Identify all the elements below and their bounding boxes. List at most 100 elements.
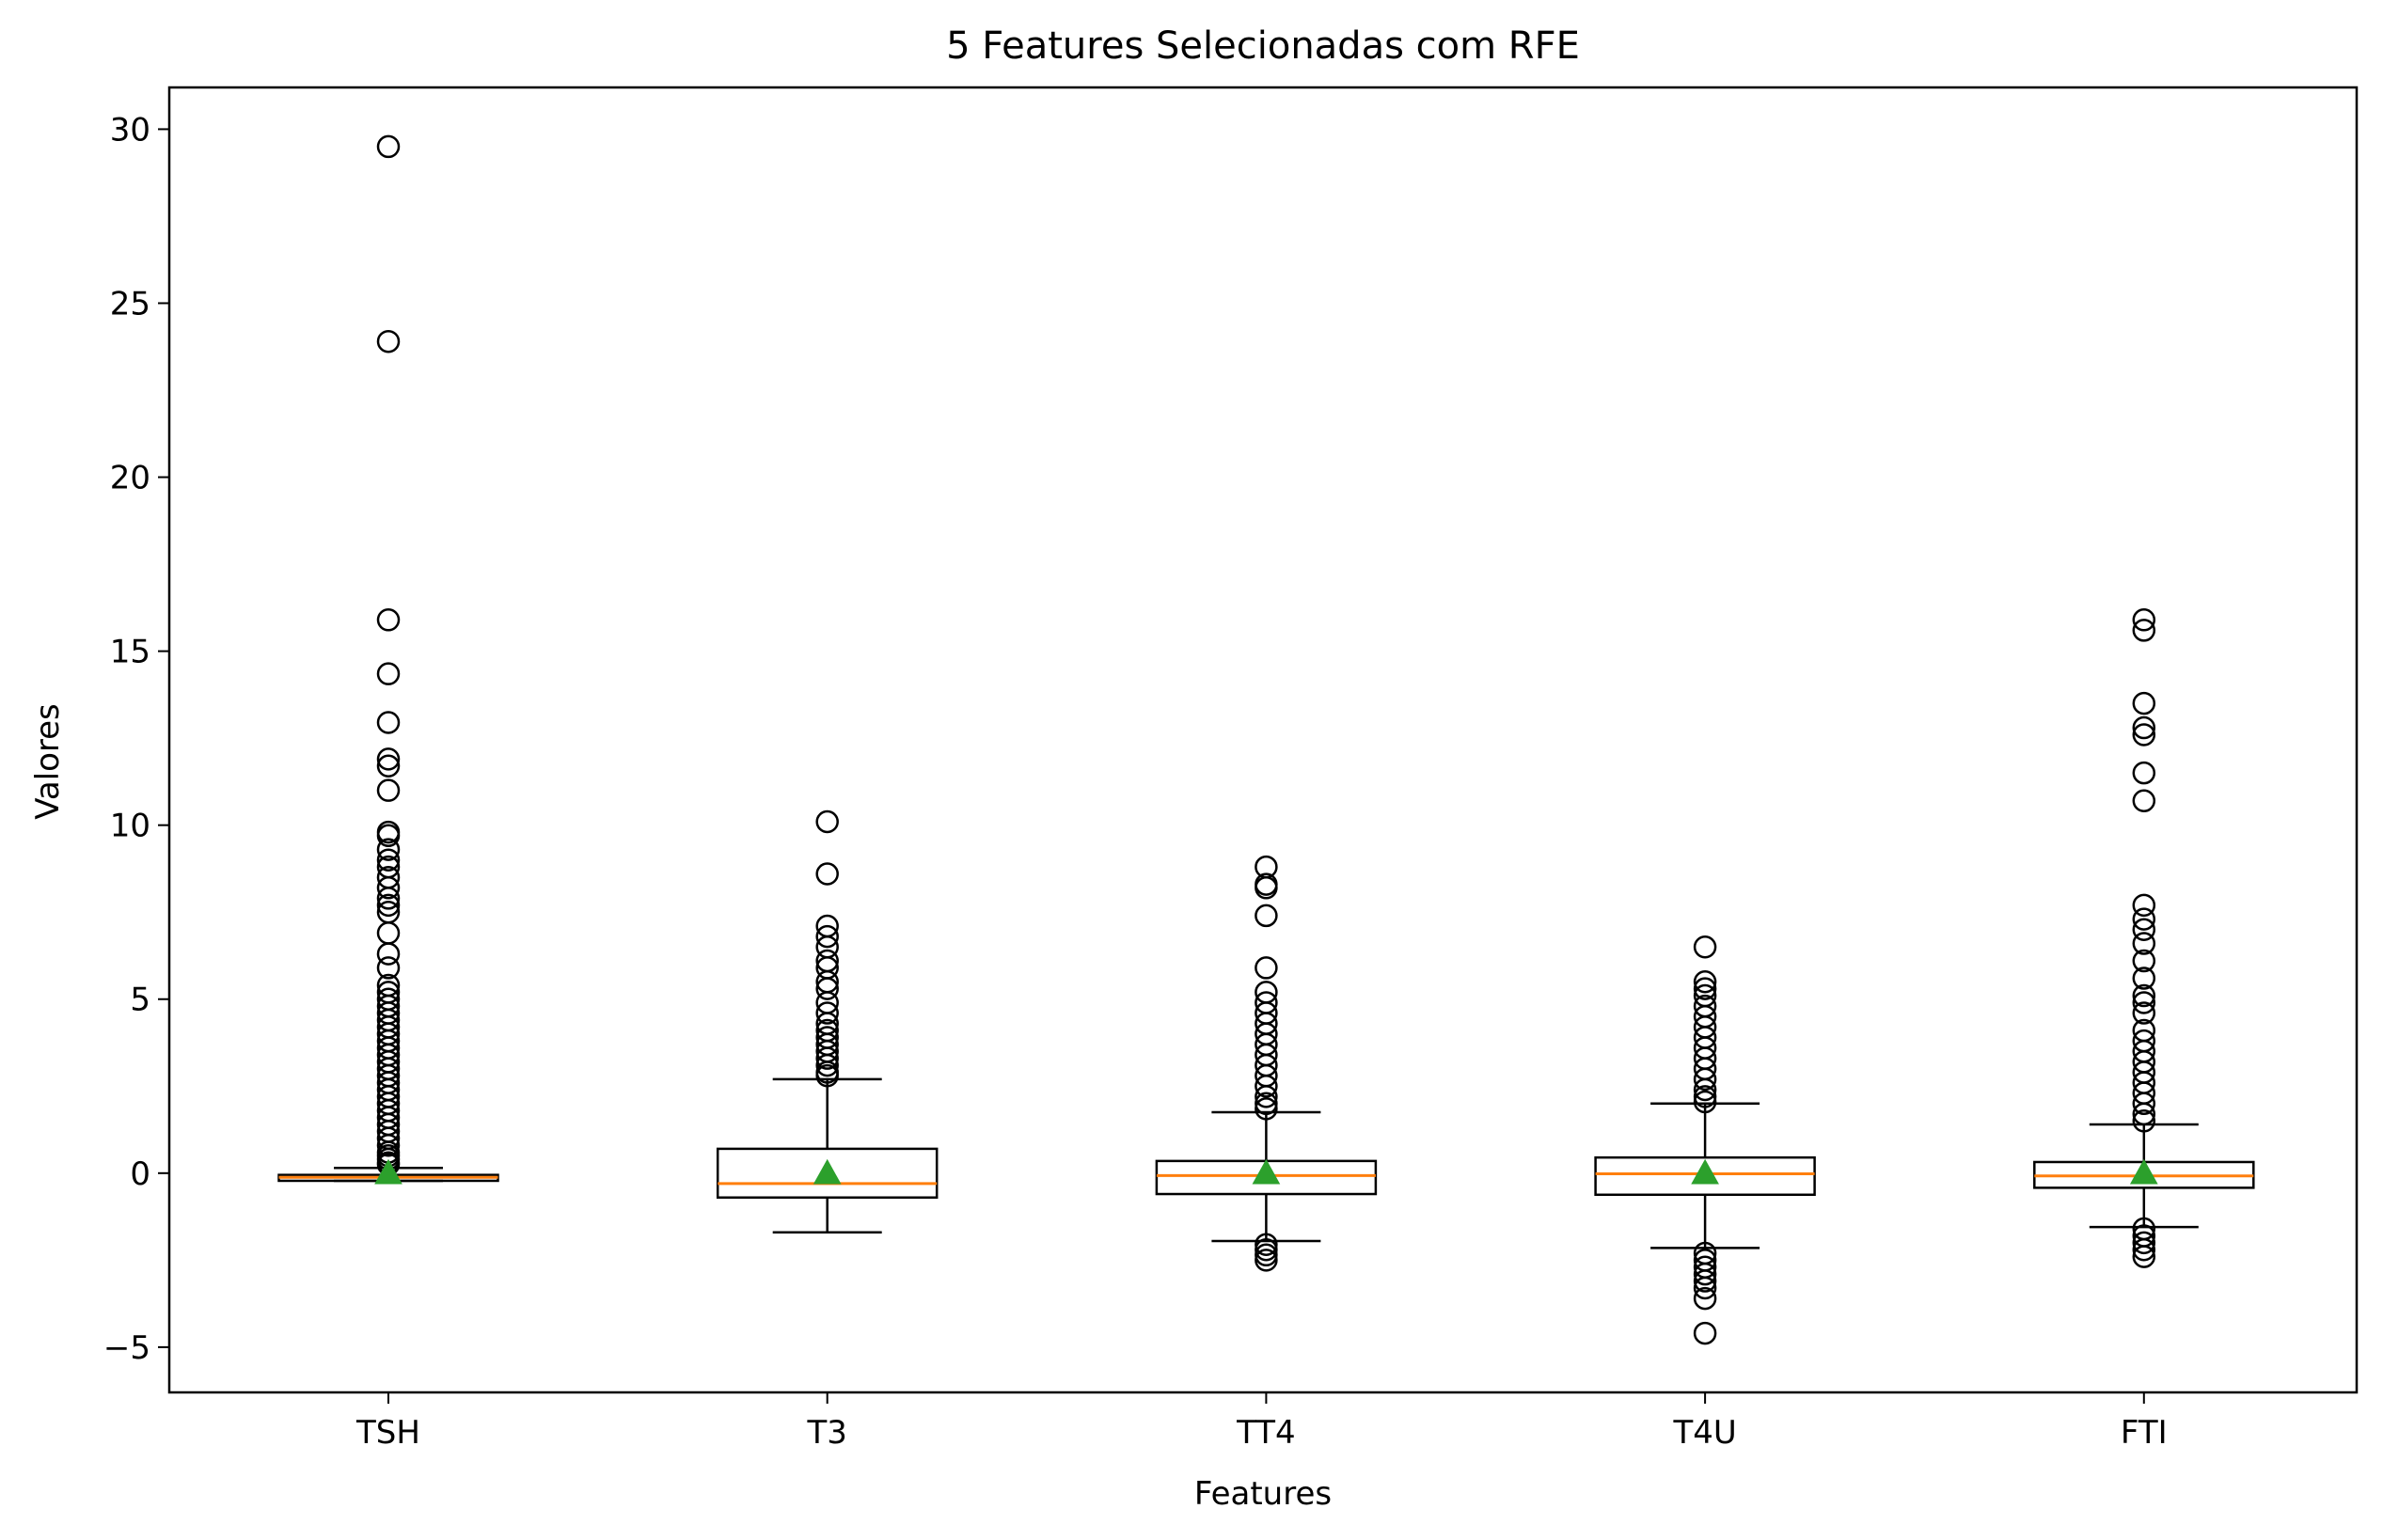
iqr-box: [716, 1147, 939, 1199]
outlier-point: [2132, 991, 2156, 1014]
mean-marker: [1691, 1158, 1719, 1185]
outlier-point: [376, 887, 401, 910]
outlier-point: [376, 893, 401, 918]
outlier-point: [2132, 723, 2156, 746]
y-tick-label: 20: [110, 460, 150, 497]
outlier-point: [2132, 918, 2156, 941]
iqr-box: [1594, 1155, 1816, 1197]
outlier-point: [2132, 983, 2156, 1008]
outlier-point: [2132, 715, 2156, 740]
outlier-point: [2132, 789, 2156, 813]
outlier-point: [2132, 1231, 2156, 1255]
chart-title: 5 Features Selecionadas com RFE: [946, 24, 1580, 68]
x-axis-label: Features: [1194, 1475, 1332, 1513]
outlier-point: [376, 608, 401, 632]
outlier-point: [2132, 949, 2156, 973]
y-tick-label: −5: [103, 1329, 150, 1367]
boxes: [277, 134, 2255, 1345]
outlier-point: [2132, 1102, 2156, 1126]
outlier-point: [376, 778, 401, 802]
y-tick-label: 15: [110, 634, 150, 671]
box-t3: [716, 809, 939, 1234]
x-tick-label: TT4: [1236, 1414, 1296, 1452]
outlier-point: [2132, 761, 2156, 785]
mean-marker: [374, 1158, 402, 1185]
box-tt4: [1155, 855, 1378, 1272]
outlier-point: [376, 876, 401, 900]
outlier-point: [2132, 907, 2156, 931]
y-tick-label: 0: [130, 1155, 150, 1193]
y-tick-label: 25: [110, 285, 150, 322]
y-tick-label: 5: [130, 982, 150, 1019]
outlier-point: [376, 824, 401, 848]
x-tick-label: TSH: [355, 1414, 420, 1452]
outlier-point: [1693, 1090, 1717, 1114]
outlier-point: [1693, 1262, 1717, 1286]
outlier-point: [2132, 691, 2156, 715]
outlier-point: [376, 1133, 401, 1157]
axis-ticks: −5 0 5 10 15 20 25 30 TSH T3 TT4 T4U FTI: [103, 111, 2168, 1452]
outlier-point: [376, 711, 401, 734]
outlier-point: [1693, 1286, 1717, 1311]
outlier-point: [376, 956, 401, 980]
outlier-point: [376, 838, 401, 861]
outlier-point: [1693, 935, 1717, 959]
box-tsh: [277, 134, 499, 1185]
outlier-point: [815, 977, 839, 1000]
outlier-point: [1693, 1077, 1717, 1102]
outlier-point: [2132, 1001, 2156, 1025]
outlier-point: [1255, 1075, 1278, 1098]
outlier-point: [1693, 1321, 1717, 1345]
outlier-point: [1255, 956, 1278, 980]
outlier-point: [1255, 1092, 1278, 1116]
outlier-point: [1255, 876, 1278, 900]
outlier-point: [1255, 1249, 1278, 1272]
outlier-point: [815, 1063, 839, 1088]
outlier-point: [2132, 619, 2156, 642]
y-axis-label: Valores: [29, 703, 67, 820]
outlier-point: [2132, 1109, 2156, 1133]
box-t4u: [1594, 935, 1816, 1345]
outlier-point: [2132, 1245, 2156, 1268]
outlier-point: [1255, 1233, 1278, 1256]
outlier-point: [1693, 1276, 1717, 1300]
outlier-point: [2132, 1237, 2156, 1262]
outlier-point: [376, 747, 401, 771]
y-tick-label: 30: [110, 111, 150, 149]
outlier-point: [1693, 1085, 1717, 1108]
outlier-point: [1255, 1097, 1278, 1121]
outlier-point: [815, 1046, 839, 1070]
outlier-point: [1255, 1243, 1278, 1267]
mean-marker: [1252, 1158, 1281, 1185]
x-tick-label: T3: [806, 1414, 846, 1452]
outlier-point: [1693, 969, 1717, 994]
box-fti: [2033, 608, 2255, 1268]
outlier-point: [2132, 1092, 2156, 1116]
outlier-point: [1255, 904, 1278, 928]
mean-marker: [813, 1158, 842, 1185]
x-tick-label: FTI: [2121, 1414, 2168, 1452]
outlier-point: [1255, 1237, 1278, 1262]
outlier-point: [376, 329, 401, 354]
mean-marker: [2129, 1158, 2158, 1185]
outlier-point: [376, 662, 401, 685]
outlier-point: [1693, 977, 1717, 1000]
outlier-point: [815, 1053, 839, 1077]
outlier-point: [2132, 893, 2156, 918]
outlier-point: [376, 134, 401, 159]
outlier-point: [815, 924, 839, 949]
outlier-point: [376, 848, 401, 872]
y-tick-label: 10: [110, 808, 150, 845]
outlier-point: [376, 754, 401, 778]
outlier-point: [2132, 608, 2156, 632]
x-tick-label: T4U: [1672, 1414, 1736, 1452]
outlier-point: [376, 942, 401, 966]
outlier-point: [2132, 966, 2156, 990]
outlier-point: [1255, 1085, 1278, 1108]
outlier-point: [1693, 1067, 1717, 1092]
outlier-point: [815, 862, 839, 886]
outlier-point: [815, 809, 839, 834]
outlier-point: [1693, 1269, 1717, 1293]
